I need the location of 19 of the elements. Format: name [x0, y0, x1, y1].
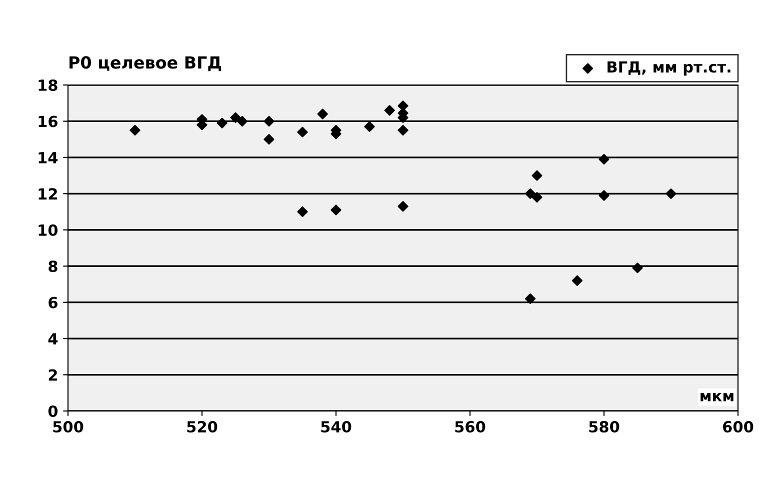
y-tick-label: 16: [38, 116, 58, 128]
y-tick-label: 2: [48, 369, 57, 381]
x-axis-title: мкм: [700, 392, 734, 402]
y-tick-label: 6: [48, 296, 58, 308]
y-tick-label: 18: [38, 79, 58, 92]
x-tick-label: 580: [589, 420, 620, 433]
y-tick-label: 10: [38, 224, 58, 236]
y-tick-label: 4: [48, 333, 58, 344]
x-tick-label: 600: [723, 420, 754, 433]
y-tick-label: 8: [48, 260, 58, 272]
x-tick-label: 560: [455, 420, 486, 433]
y-axis-title: Р0 целевое ВГД: [70, 56, 222, 72]
y-tick-label: 12: [38, 188, 57, 200]
y-tick-label: 0: [48, 405, 58, 418]
y-tick-label: 14: [38, 152, 58, 164]
x-tick-label: 540: [321, 420, 352, 433]
legend-label: ВГД, мм рт.ст.: [608, 61, 730, 76]
x-tick-label: 520: [187, 420, 218, 433]
x-tick-label: 500: [53, 420, 84, 433]
